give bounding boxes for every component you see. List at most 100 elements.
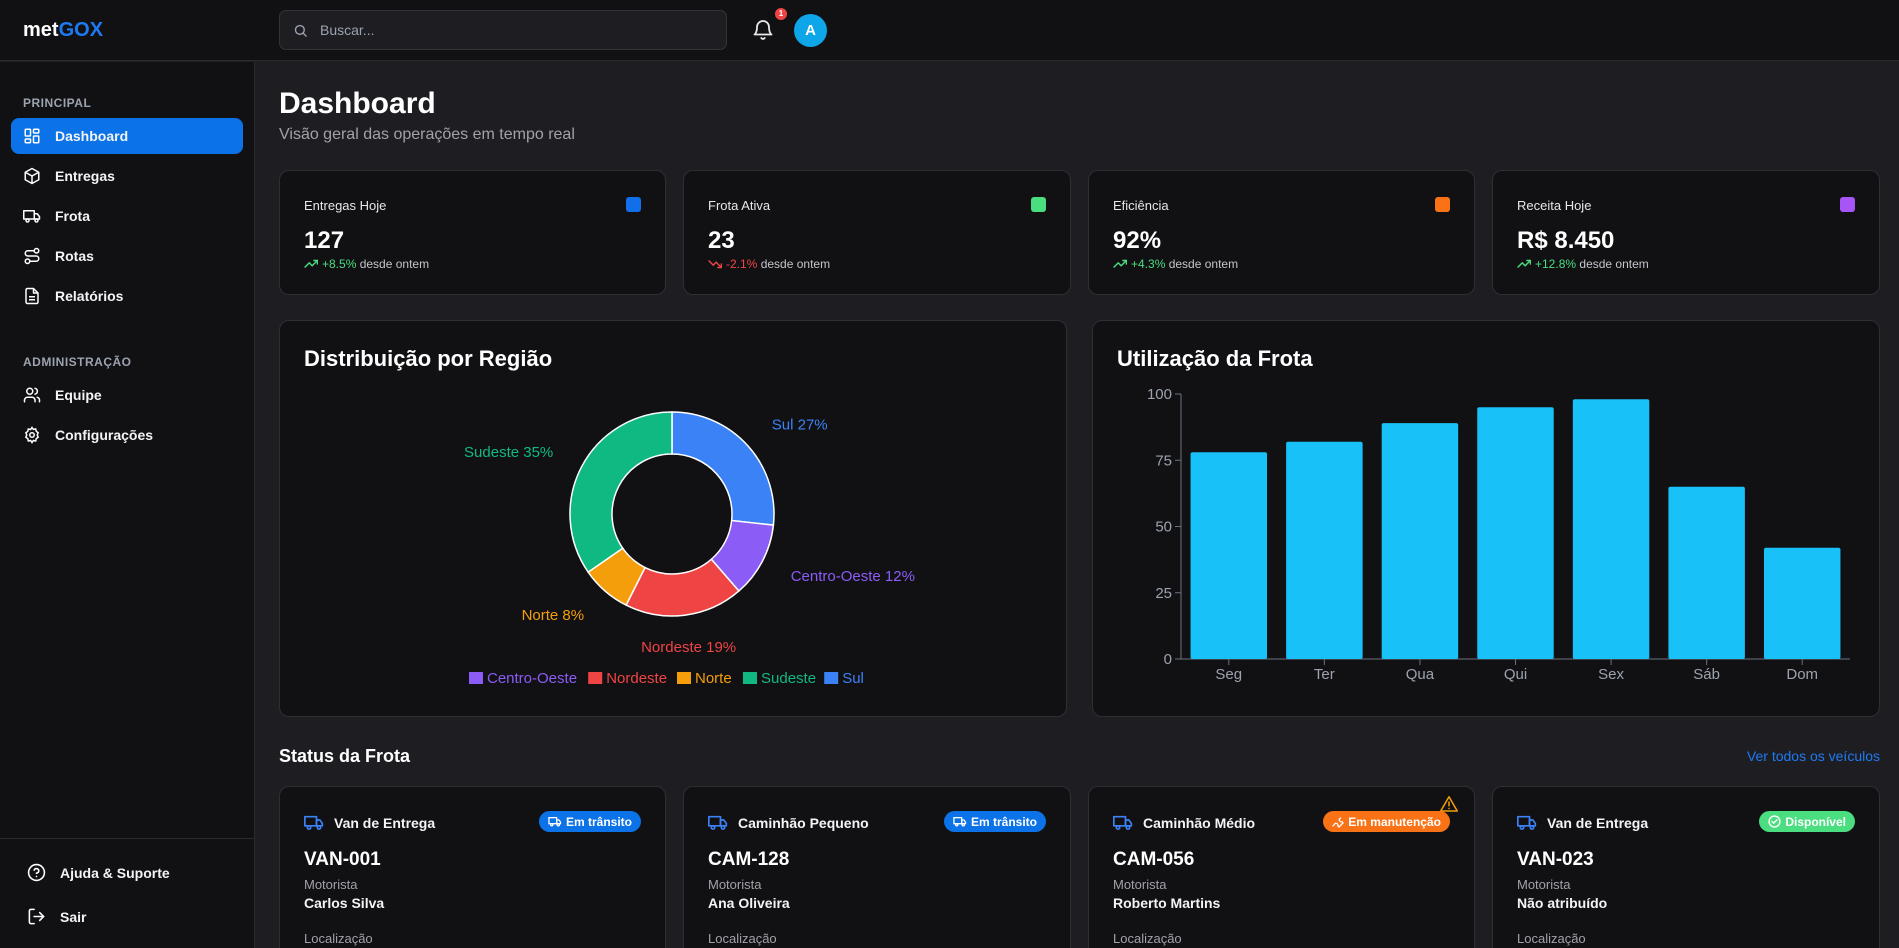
dashboard-icon bbox=[24, 128, 40, 144]
legend-label[interactable]: Centro-Oeste bbox=[487, 670, 577, 687]
vehicle-card[interactable]: Van de Entrega Em trânsito VAN-001 Motor… bbox=[279, 786, 666, 948]
vehicle-type: Caminhão Pequeno bbox=[708, 814, 869, 831]
status-badge: Em trânsito bbox=[538, 811, 641, 832]
search-input[interactable] bbox=[320, 11, 720, 49]
legend-label[interactable]: Nordeste bbox=[606, 670, 667, 687]
stat-value: 92% bbox=[1113, 227, 1162, 254]
sidebar-item-configuracoes[interactable]: Configurações bbox=[11, 417, 243, 453]
stat-trend: -2.1% desde ontem bbox=[708, 257, 830, 271]
bell-icon[interactable] bbox=[751, 18, 775, 42]
vehicle-id: VAN-023 bbox=[1517, 849, 1594, 870]
legend-label[interactable]: Sudeste bbox=[761, 670, 816, 687]
sidebar-item-label: Configurações bbox=[55, 427, 154, 443]
trend-suffix: desde ontem bbox=[1579, 257, 1649, 271]
legend-label[interactable]: Sul bbox=[842, 670, 864, 687]
truck-icon bbox=[304, 815, 324, 830]
view-all-vehicles-link[interactable]: Ver todos os veículos bbox=[1746, 748, 1880, 764]
location-label: Localização bbox=[1113, 931, 1182, 946]
help-support-label: Ajuda & Suporte bbox=[60, 864, 170, 881]
stat-label: Receita Hoje bbox=[1517, 198, 1592, 213]
legend-swatch bbox=[469, 672, 483, 684]
x-tick-label: Qua bbox=[1406, 666, 1435, 683]
vehicle-card[interactable]: Van de Entrega Disponível VAN-023 Motori… bbox=[1492, 786, 1880, 948]
driver-label: Motorista bbox=[1517, 877, 1571, 892]
help-support-link[interactable]: Ajuda & Suporte bbox=[27, 863, 170, 882]
vehicle-type-label: Caminhão Pequeno bbox=[738, 814, 869, 831]
route-icon bbox=[24, 247, 40, 265]
stat-card-eficiencia: Eficiência 92% +4.3% desde ontem bbox=[1088, 170, 1475, 295]
package-icon bbox=[24, 167, 40, 185]
bar-sex[interactable] bbox=[1572, 399, 1650, 659]
trend-down-icon bbox=[708, 260, 722, 269]
stat-color-swatch bbox=[626, 197, 641, 212]
driver-name: Roberto Martins bbox=[1113, 895, 1221, 911]
vehicle-card[interactable]: Caminhão Médio Em manutenção CAM-056 Mot… bbox=[1088, 786, 1475, 948]
sidebar-item-frota[interactable]: Frota bbox=[11, 198, 243, 234]
sidebar-item-relatorios[interactable]: Relatórios bbox=[11, 278, 243, 314]
sidebar-item-label: Rotas bbox=[55, 248, 94, 264]
page-title: Dashboard bbox=[279, 87, 436, 120]
status-badge: Em manutenção bbox=[1323, 811, 1450, 832]
donut-slice-sul[interactable] bbox=[671, 411, 775, 526]
x-tick-label: Sáb bbox=[1693, 666, 1720, 683]
logout-icon bbox=[28, 908, 45, 925]
bar-seg[interactable] bbox=[1190, 452, 1268, 659]
sidebar-item-entregas[interactable]: Entregas bbox=[11, 158, 243, 194]
bar-sáb[interactable] bbox=[1668, 486, 1745, 659]
stat-label: Entregas Hoje bbox=[304, 198, 387, 213]
sidebar: PRINCIPAL Dashboard Entregas Frota Rotas… bbox=[0, 62, 255, 948]
trend-suffix: desde ontem bbox=[760, 257, 831, 271]
trend-value: -2.1% bbox=[726, 257, 758, 271]
vehicle-type-label: Van de Entrega bbox=[1547, 814, 1649, 831]
notification-badge: 1 bbox=[775, 8, 787, 20]
bar-dom[interactable] bbox=[1763, 547, 1841, 659]
trend-suffix: desde ontem bbox=[1168, 257, 1239, 271]
sidebar-item-equipe[interactable]: Equipe bbox=[11, 377, 243, 413]
legend-label[interactable]: Norte bbox=[695, 670, 732, 687]
truck-icon bbox=[953, 816, 967, 827]
legend-swatch bbox=[677, 672, 691, 684]
location-label: Localização bbox=[304, 931, 373, 946]
fleet-chart-panel: Utilização da Frota 0 25 50 75 100 Seg Ter Qua Q… bbox=[1092, 320, 1880, 717]
avatar[interactable]: A bbox=[794, 14, 827, 47]
sidebar-item-dashboard[interactable]: Dashboard bbox=[11, 118, 243, 154]
stat-value: 127 bbox=[304, 227, 345, 254]
legend-swatch bbox=[588, 672, 603, 684]
truck-icon bbox=[1517, 815, 1537, 830]
vehicle-type: Van de Entrega bbox=[1517, 814, 1648, 831]
vehicle-id: CAM-056 bbox=[1113, 849, 1195, 870]
driver-label: Motorista bbox=[1113, 877, 1167, 892]
slice-label: Sul 27% bbox=[772, 417, 828, 434]
report-icon bbox=[25, 287, 39, 305]
x-tick-label: Qui bbox=[1504, 666, 1527, 683]
bar-ter[interactable] bbox=[1286, 441, 1363, 659]
location-label: Localização bbox=[1517, 931, 1586, 946]
fleet-status-title: Status da Frota bbox=[279, 746, 411, 766]
legend-swatch bbox=[824, 672, 839, 684]
donut-slice-sudeste[interactable] bbox=[569, 411, 673, 574]
status-text: Em trânsito bbox=[970, 814, 1037, 829]
stat-card-receita: Receita Hoje R$ 8.450 +12.8% desde ontem bbox=[1492, 170, 1880, 295]
bar-qui[interactable] bbox=[1477, 407, 1554, 659]
logout-link[interactable]: Sair bbox=[27, 907, 86, 926]
vehicle-card[interactable]: Caminhão Pequeno Em trânsito CAM-128 Mot… bbox=[683, 786, 1071, 948]
y-tick-label: 25 bbox=[1155, 585, 1172, 602]
stat-value: 23 bbox=[708, 227, 735, 254]
sidebar-item-rotas[interactable]: Rotas bbox=[11, 238, 243, 274]
vehicle-type-label: Van de Entrega bbox=[334, 814, 436, 831]
x-tick-label: Ter bbox=[1314, 666, 1335, 683]
page-subtitle: Visão geral das operações em tempo real bbox=[279, 126, 575, 143]
users-icon bbox=[23, 387, 41, 403]
vehicle-type: Van de Entrega bbox=[304, 814, 435, 831]
fleet-chart-title: Utilização da Frota bbox=[1117, 346, 1313, 371]
trend-up-icon bbox=[1113, 259, 1127, 268]
logout-label: Sair bbox=[60, 908, 87, 925]
bar-qua[interactable] bbox=[1381, 423, 1459, 659]
status-text: Em manutenção bbox=[1348, 814, 1441, 829]
app-logo[interactable]: metGOX bbox=[23, 19, 103, 42]
stat-card-entregas: Entregas Hoje 127 +8.5% desde ontem bbox=[279, 170, 666, 295]
search-box bbox=[279, 10, 727, 50]
trend-value: +8.5% bbox=[322, 257, 357, 271]
stat-label: Frota Ativa bbox=[708, 198, 771, 213]
region-chart-title: Distribuição por Região bbox=[304, 346, 553, 371]
